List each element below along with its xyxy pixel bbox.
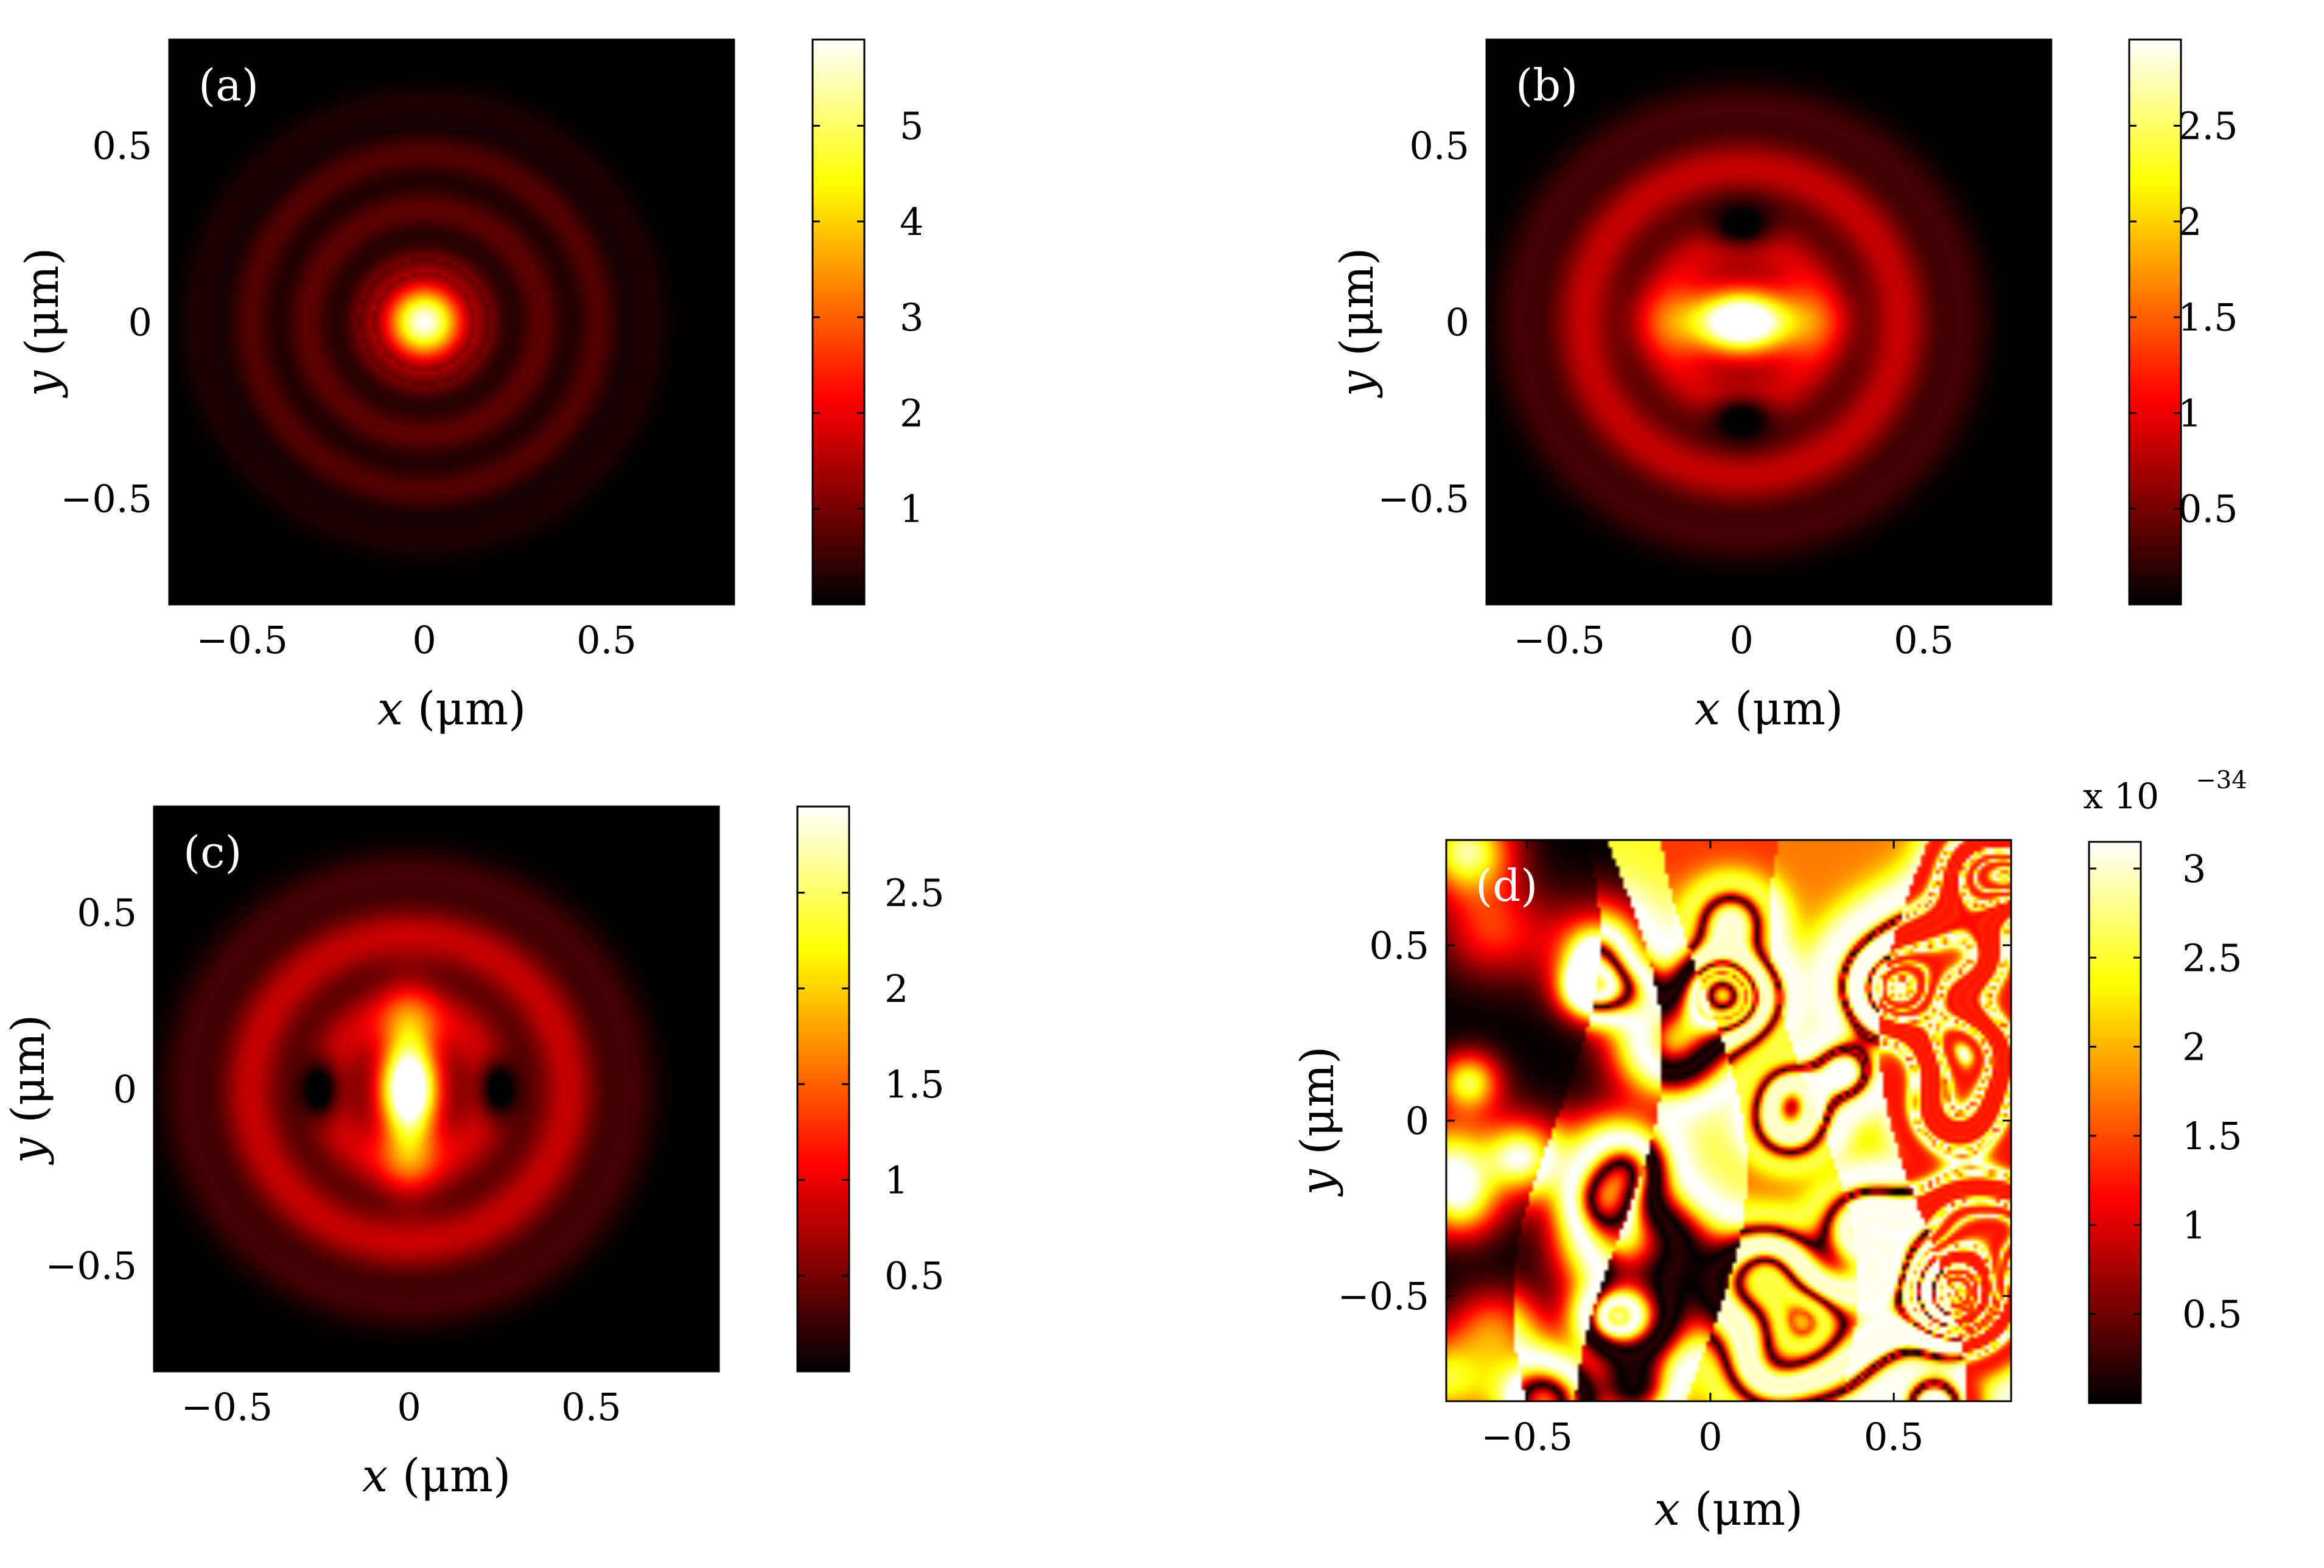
colorbar [796, 805, 850, 1373]
x-tick-label: 0.5 [1864, 1415, 1924, 1459]
colorbar-tick-label: 5 [900, 104, 923, 149]
x-tick-label: 0 [1698, 1415, 1722, 1459]
colorbar [2128, 38, 2182, 606]
x-tick-label: −0.5 [1481, 1415, 1573, 1459]
colorbar-tick-label: 2 [884, 967, 908, 1011]
colorbar-tick-label: 1.5 [884, 1062, 945, 1107]
panel-label: (a) [198, 60, 259, 111]
colorbar-exponent-power: −34 [2196, 766, 2247, 794]
colorbar-tick-label: 3 [900, 295, 923, 340]
colorbar-tick-label: 1 [2182, 1203, 2206, 1247]
colorbar-tick-label: 1 [2178, 391, 2202, 435]
panel-label: (d) [1475, 860, 1538, 911]
colorbar-tick-label: 2 [900, 391, 923, 435]
heatmap-image [154, 807, 719, 1371]
y-tick-label: 0.5 [1369, 923, 1429, 968]
colorbar-tick-label: 2 [2178, 200, 2202, 244]
x-tick-label: 0 [412, 618, 436, 662]
y-tick-label: 0 [128, 300, 152, 345]
colorbar-tick-label: 0.5 [2178, 487, 2238, 531]
x-tick-label: 0 [397, 1385, 421, 1429]
panel-c: (c) −0.5 0 0.5 −0.5 0 0.5 x (μm) y (μm) 0.5 1 1.5 2 2… [1, 805, 945, 1502]
panel-d: (d) −0.5 0 0.5 −0.5 0 0.5 x (μm) y (μm) 0.5 1 1.5 2 2… [1290, 766, 2247, 1536]
x-tick-label: 0.5 [576, 618, 637, 662]
panel-b: (b) −0.5 0 0.5 −0.5 0 0.5 x (μm) y (μm) 0.5 1 1.5 2 2… [1330, 38, 2238, 735]
y-axis-label: y (μm) [15, 248, 69, 399]
y-tick-label: 0.5 [1409, 124, 1469, 168]
colorbar [811, 38, 866, 606]
y-tick-label: 0.5 [77, 891, 137, 935]
y-tick-label: 0 [1446, 300, 1469, 345]
colorbar-tick-label: 1.5 [2182, 1114, 2242, 1158]
x-tick-label: −0.5 [196, 618, 288, 662]
x-tick-label: −0.5 [1513, 618, 1605, 662]
y-tick-label: 0 [113, 1067, 137, 1111]
y-tick-label: 0 [1405, 1099, 1429, 1143]
colorbar-tick-label: 0.5 [884, 1254, 945, 1298]
x-axis-label: x (μm) [377, 682, 527, 735]
colorbar-tick-label: 0.5 [2182, 1292, 2242, 1337]
y-tick-label: −0.5 [45, 1244, 137, 1288]
y-tick-label: 0.5 [92, 124, 152, 168]
x-tick-label: 0 [1729, 618, 1753, 662]
heatmap-image [1446, 840, 2011, 1401]
x-tick-label: −0.5 [181, 1385, 273, 1429]
y-axis-label: y (μm) [1, 1015, 55, 1166]
y-tick-label: −0.5 [1377, 477, 1469, 521]
colorbar-tick-label: 2 [2182, 1025, 2206, 1069]
colorbar-tick-label: 1 [884, 1158, 908, 1202]
y-tick-label: −0.5 [1337, 1274, 1429, 1318]
panel-label: (b) [1516, 60, 1578, 111]
heatmap-image [169, 40, 734, 604]
panel-label: (c) [183, 827, 242, 878]
x-tick-label: 0.5 [1894, 618, 1954, 662]
colorbar-tick-label: 2.5 [884, 871, 945, 915]
x-axis-label: x (μm) [362, 1449, 511, 1502]
heatmap-image [1486, 40, 2051, 604]
colorbar-tick-label: 1 [900, 487, 923, 531]
colorbar-tick-label: 2.5 [2182, 936, 2242, 980]
panel-a: (a) −0.5 0 0.5 −0.5 0 0.5 x (μm) y (μm) 1 2 3 4 5 [15, 38, 923, 735]
y-tick-label: −0.5 [60, 477, 152, 521]
x-axis-label: x (μm) [1654, 1482, 1804, 1536]
colorbar-tick-label: 1.5 [2178, 295, 2238, 340]
y-axis-label: y (μm) [1290, 1046, 1344, 1197]
colorbar-exponent: x 10 [2083, 775, 2159, 817]
x-tick-label: 0.5 [561, 1385, 621, 1429]
colorbar-tick-label: 2.5 [2178, 104, 2238, 149]
colorbar-tick-label: 4 [900, 200, 923, 244]
x-axis-label: x (μm) [1695, 682, 1844, 735]
colorbar [2088, 841, 2142, 1404]
y-axis-label: y (μm) [1330, 248, 1384, 399]
colorbar-tick-label: 3 [2182, 847, 2206, 891]
